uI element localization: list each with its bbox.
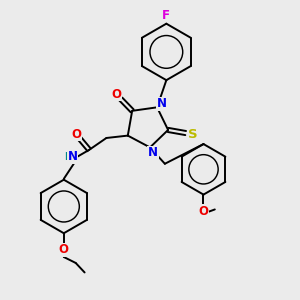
Text: N: N: [148, 146, 158, 159]
Text: F: F: [162, 9, 170, 22]
Text: N: N: [68, 150, 78, 163]
Text: O: O: [111, 88, 121, 101]
Text: O: O: [199, 205, 208, 218]
Text: O: O: [59, 243, 69, 256]
Text: N: N: [157, 97, 167, 110]
Text: H: H: [64, 152, 72, 162]
Text: O: O: [71, 128, 81, 141]
Text: S: S: [188, 128, 198, 141]
